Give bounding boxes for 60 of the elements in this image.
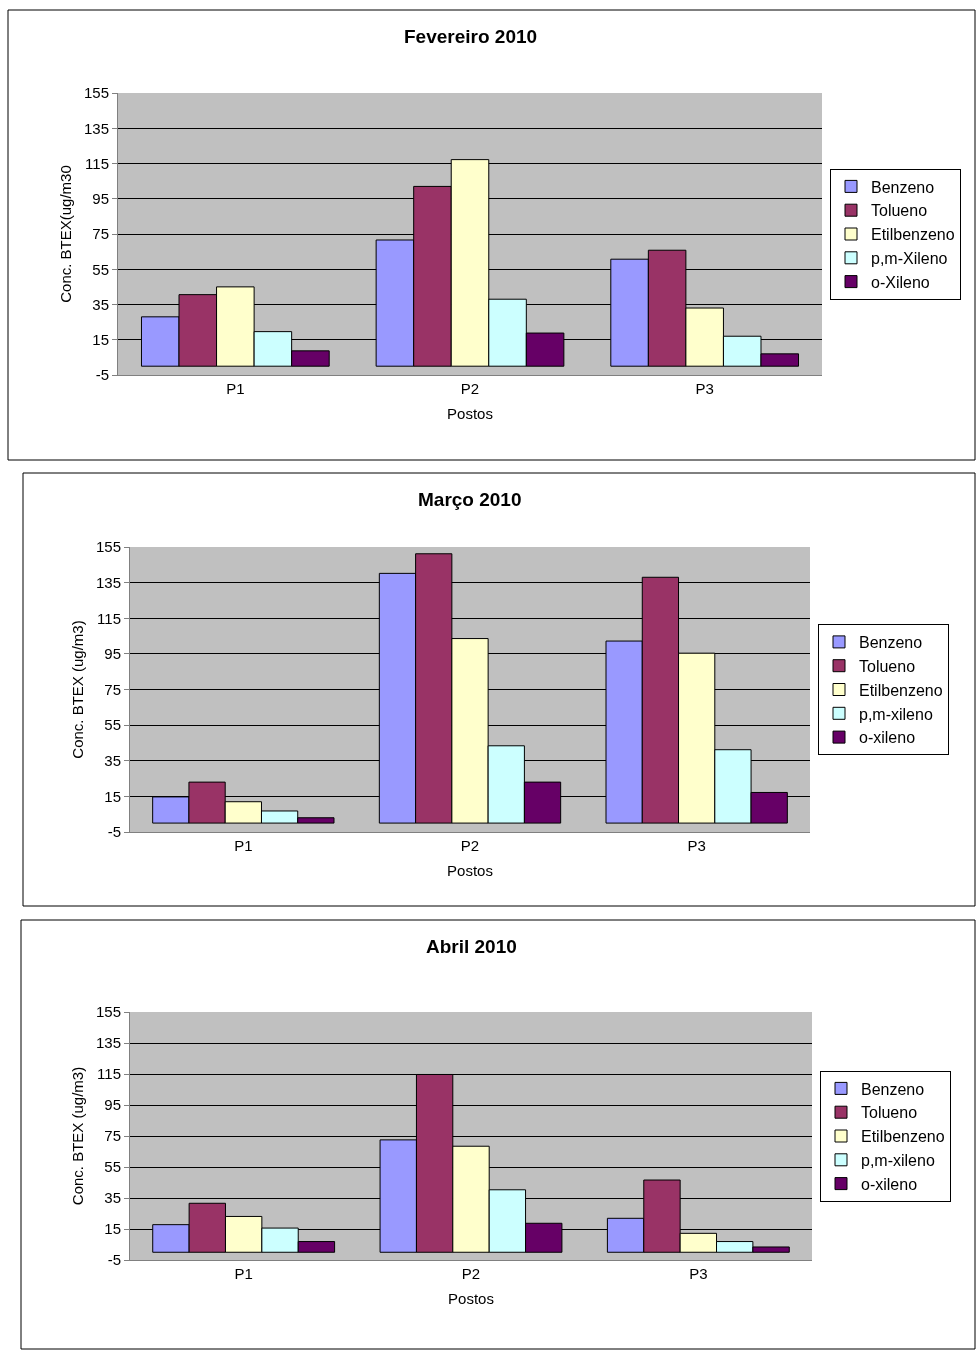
legend-label: p,m-xileno	[861, 1152, 935, 1170]
x-axis-title: Postos	[447, 405, 493, 422]
legend-label: p,m-xileno	[859, 705, 933, 723]
x-tick-label: P3	[687, 837, 706, 854]
legend-label: o-xileno	[861, 1175, 918, 1193]
y-tick-label: 75	[104, 680, 121, 698]
x-tick-label: P1	[234, 1265, 253, 1282]
legend-label: Benzeno	[859, 634, 923, 652]
y-tick-label: 155	[95, 1003, 121, 1021]
legend-label: Tolueno	[859, 657, 916, 675]
y-tick-label: 35	[104, 1189, 121, 1207]
y-tick-label: 115	[85, 154, 109, 172]
legend-label: Benzeno	[871, 178, 935, 196]
y-tick-label: 55	[104, 716, 121, 734]
y-tick-label: 35	[92, 295, 109, 313]
legend-label: Etilbenzeno	[871, 226, 955, 244]
y-tick-label: 135	[83, 119, 109, 137]
legend-label: o-xileno	[859, 729, 916, 747]
y-tick-label: 115	[97, 1065, 121, 1083]
y-tick-label: -5	[95, 366, 109, 384]
x-tick-label: P2	[460, 380, 480, 397]
y-tick-label: 155	[95, 538, 121, 556]
x-axis-title: Postos	[448, 1290, 494, 1307]
y-axis-title: Conc. BTEX (ug/m3)	[69, 1066, 87, 1206]
y-tick-label: 15	[104, 1220, 121, 1238]
y-axis-title: Conc. BTEX (ug/m3)	[69, 620, 87, 759]
y-tick-label: 75	[92, 225, 109, 243]
chart-title: Fevereiro 2010	[404, 26, 538, 47]
y-tick-label: 95	[92, 190, 109, 207]
y-tick-label: 115	[97, 609, 121, 627]
y-tick-label: 35	[104, 752, 121, 769]
legend-label: Tolueno	[871, 202, 928, 220]
x-tick-label: P3	[695, 380, 714, 397]
chart-title: Março 2010	[418, 489, 522, 510]
y-tick-label: 75	[104, 1127, 121, 1145]
y-tick-label: 15	[92, 331, 109, 348]
chart-title: Abril 2010	[426, 936, 517, 957]
y-tick-label: 135	[95, 573, 121, 591]
y-tick-label: -5	[107, 823, 121, 841]
y-tick-label: 15	[104, 787, 121, 805]
y-tick-label: 55	[104, 1158, 121, 1176]
legend-label: Benzeno	[861, 1080, 925, 1098]
legend-label: Tolueno	[861, 1104, 918, 1122]
x-tick-label: P3	[689, 1265, 708, 1282]
x-tick-label: P1	[234, 837, 253, 854]
y-tick-label: 55	[92, 260, 109, 278]
y-tick-label: 95	[104, 1096, 121, 1114]
x-tick-label: P2	[461, 1265, 481, 1282]
x-axis-title: Postos	[447, 862, 493, 879]
y-tick-label: 135	[95, 1034, 121, 1052]
y-tick-label: 155	[83, 84, 109, 102]
x-tick-label: P2	[460, 837, 480, 854]
y-tick-label: -5	[107, 1251, 121, 1269]
y-tick-label: 95	[104, 645, 121, 663]
y-axis-title: Conc. BTEX(ug/m30	[57, 165, 75, 303]
legend-label: Etilbenzeno	[859, 681, 943, 699]
legend-label: p,m-Xileno	[871, 250, 948, 268]
legend-label: Etilbenzeno	[861, 1128, 945, 1146]
legend-label: o-Xileno	[871, 273, 930, 291]
x-tick-label: P1	[226, 380, 245, 397]
